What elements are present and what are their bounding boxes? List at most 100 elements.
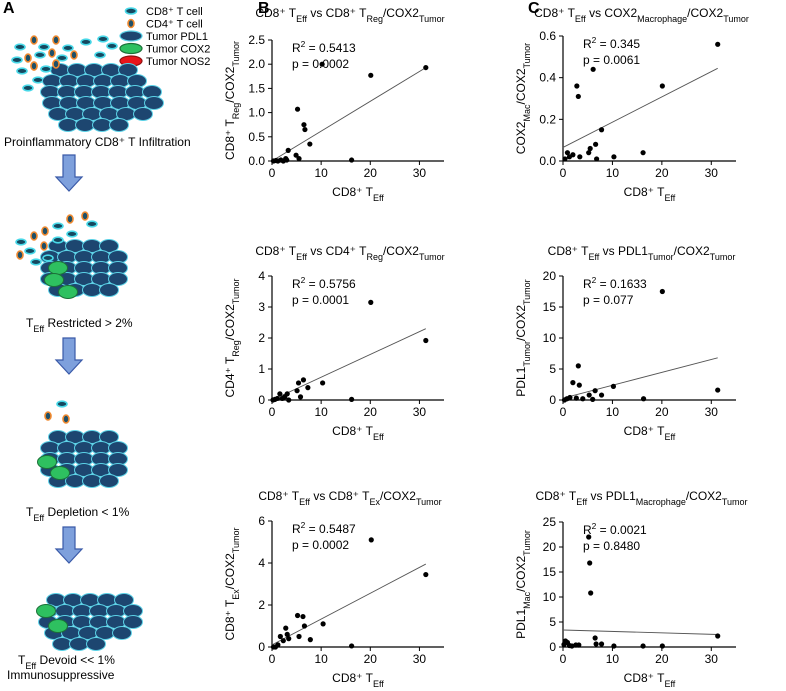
data-point [570,152,576,158]
scatter-plot: 0 10 20 30 0 1 2 3 4 CD8⁺ TEff vs CD4⁺ TReg/COX2T… [223,244,445,442]
y-tick-label: 0 [258,640,265,654]
data-point [640,150,646,156]
legend-item: Tumor COX2 [119,42,210,56]
data-point [294,388,300,394]
data-point [640,396,647,402]
data-point [570,380,576,386]
data-point [576,642,582,648]
x-tick-label: 30 [705,405,719,419]
x-tick-label: 20 [655,166,669,180]
y-tick-label: 20 [543,540,557,554]
scatter-plot: 0 10 20 30 0 5 10 15 20 25 CD8⁺ TEff vs PDL1Macrop… [514,489,748,689]
stat-label: R2 = 0.5487 [292,520,356,536]
down-arrow-icon [54,154,84,192]
data-point [590,396,596,402]
data-point [575,363,581,369]
y-tick-label: 1.5 [248,81,265,95]
data-point [576,382,582,388]
data-point [587,560,593,566]
y-tick-label: 0 [549,640,556,654]
data-point [580,396,586,402]
data-point [588,590,594,596]
y-axis-label: CD4⁺ TReg/COX2Tumor [223,279,241,398]
data-point [586,534,592,540]
x-tick-label: 10 [606,405,620,419]
data-point [284,631,290,638]
x-tick-label: 10 [606,652,620,666]
legend-label: Tumor NOS2 [146,56,210,68]
regression-line [271,328,427,401]
y-tick-label: 5 [549,362,556,376]
data-point [592,635,598,641]
x-tick-label: 30 [413,405,427,419]
stat-label: R2 = 0.1633 [583,275,647,291]
x-tick-label: 0 [560,166,567,180]
stage-label: TEff Depletion < 1% [26,505,130,523]
y-tick-label: 10 [543,590,557,604]
x-tick-label: 0 [560,405,567,419]
data-point [280,638,286,644]
y-tick-label: 4 [258,269,265,283]
stat-label: R2 = 0.5413 [292,39,356,55]
scatter-plot: 0 10 20 30 0 2 4 6 CD8⁺ TEff vs CD8⁺ TEx/COX2Tum… [223,489,444,689]
data-point [586,392,592,398]
y-tick-label: 15 [543,300,557,314]
data-point [575,93,581,100]
stage-label: Proinflammatory CD8⁺ T Infiltration [4,135,191,149]
data-point [349,396,355,402]
y-tick-label: 2.0 [248,57,265,71]
data-point [640,643,646,649]
stat-label: R2 = 0.345 [583,35,640,51]
data-point [277,633,283,640]
data-point [611,643,617,649]
data-point [715,41,721,47]
y-tick-label: 5 [549,615,556,629]
legend-label: Tumor COX2 [146,44,210,56]
stat-label: p = 0.077 [583,293,634,307]
chart-title: CD8⁺ TEff vs COX2Macrophage/COX2Tumor [534,6,749,24]
y-axis-label: CD8⁺ TReg/COX2Tumor [223,41,241,160]
chart-title: CD8⁺ TEff vs CD8⁺ TEx/COX2Tumor [258,489,441,507]
data-point [564,150,571,156]
stat-label: R2 = 0.0021 [583,521,647,537]
x-axis-label: CD8⁺ TEff [624,185,676,203]
data-point [659,83,665,89]
data-point [302,126,308,133]
data-point [296,155,302,162]
chart-title: CD8⁺ TEff vs CD4⁺ TReg/COX2Tumor [255,244,444,262]
x-tick-label: 10 [314,166,328,180]
cox2-cells [37,455,70,480]
data-point [610,383,617,389]
data-point [611,154,617,160]
data-point [300,377,307,383]
down-arrow-icon [54,526,84,564]
regression-line [271,67,427,162]
data-point [368,72,374,78]
y-tick-label: 0 [549,393,556,407]
data-point [594,156,600,162]
data-point [320,621,326,627]
cox2-cells [36,604,68,633]
stage-label: TEff Restricted > 2% [26,316,133,334]
legend-item: Tumor NOS2 [119,55,210,68]
stage-label-line2: Immunosuppressive [7,668,115,682]
data-point [284,157,290,163]
x-tick-label: 10 [314,652,328,666]
panel-letter-b: B [258,0,270,17]
data-point [368,537,374,543]
data-point [274,395,281,402]
data-point [423,571,429,578]
chart-title: CD8⁺ TEff vs PDL1Macrophage/COX2Tumor [535,489,747,507]
data-point [305,385,311,391]
legend-item: CD8⁺ T cell [124,6,203,18]
data-point [574,83,580,89]
y-tick-label: 1.0 [248,106,265,120]
y-tick-label: 4 [258,556,265,570]
data-point [286,397,292,403]
y-tick-label: 1 [258,362,265,376]
regression-line [562,357,718,399]
data-point [587,145,593,152]
data-point [296,633,302,640]
y-axis-label: PDL1Tumor/COX2Tumor [514,279,532,396]
